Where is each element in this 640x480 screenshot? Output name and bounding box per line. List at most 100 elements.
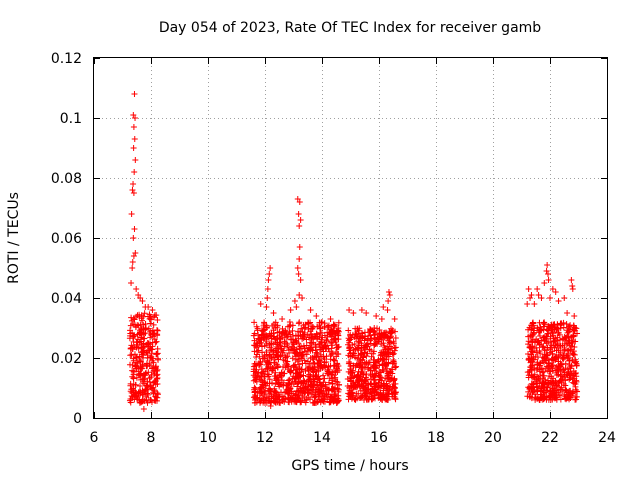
cluster-point	[264, 359, 271, 366]
cluster-point	[386, 378, 393, 385]
cluster-point	[556, 363, 563, 370]
cluster-point	[364, 343, 371, 350]
data-point	[385, 298, 392, 304]
cluster-point	[134, 354, 141, 361]
cluster-point	[252, 395, 259, 402]
data-point	[385, 289, 392, 295]
cluster-point	[252, 389, 259, 396]
cluster-point	[321, 339, 328, 346]
data-point	[386, 292, 393, 298]
cluster-point	[269, 322, 276, 329]
cluster-point	[543, 394, 550, 401]
data-point	[569, 286, 576, 292]
cluster-point	[148, 314, 155, 321]
cluster-point	[314, 350, 321, 357]
cluster-point	[260, 327, 267, 334]
data-point	[307, 307, 314, 313]
data-point	[543, 268, 550, 274]
cluster-point	[361, 344, 368, 351]
cluster-point	[534, 361, 541, 368]
data-point	[130, 145, 137, 151]
cluster-point	[271, 359, 278, 366]
cluster-point	[273, 389, 280, 396]
cluster-point	[334, 399, 341, 406]
cluster-point	[251, 330, 258, 337]
cluster-point	[274, 341, 281, 348]
cluster-point	[540, 368, 547, 375]
data-point	[297, 217, 304, 223]
cluster-point	[137, 383, 144, 390]
cluster-point	[528, 366, 535, 373]
cluster-point	[279, 396, 286, 403]
cluster-point	[266, 351, 273, 358]
data-point	[547, 295, 553, 301]
cluster-point	[328, 385, 335, 392]
cluster-point	[573, 358, 580, 365]
cluster-point	[308, 323, 315, 330]
cluster-point	[251, 348, 258, 355]
cluster-point	[557, 368, 564, 375]
x-tick-label: 24	[598, 430, 616, 446]
data-point	[270, 310, 277, 316]
data-point	[568, 277, 575, 283]
cluster-point	[345, 396, 352, 403]
cluster-point	[353, 390, 360, 397]
cluster-point	[345, 327, 352, 334]
y-tick-label: 0.02	[51, 351, 82, 367]
data-point	[544, 262, 551, 268]
cluster-point	[154, 345, 161, 352]
cluster-point	[296, 387, 303, 394]
cluster-point	[325, 345, 332, 352]
cluster-point	[371, 392, 378, 399]
cluster-point	[284, 323, 291, 330]
cluster-point	[254, 340, 261, 347]
cluster-point	[128, 314, 135, 321]
cluster-point	[544, 351, 551, 358]
y-tick-label: 0.08	[51, 171, 82, 187]
cluster-point	[291, 378, 298, 385]
cluster-point	[154, 326, 161, 333]
data-point	[564, 310, 571, 316]
cluster-point	[251, 319, 258, 326]
cluster-point	[392, 389, 399, 396]
cluster-point	[131, 316, 138, 323]
cluster-point	[533, 344, 540, 351]
cluster-point	[256, 386, 263, 393]
data-point	[267, 403, 274, 409]
data-clusters	[126, 310, 581, 406]
cluster-point	[545, 327, 552, 334]
cluster-point	[530, 384, 537, 391]
cluster-point	[570, 368, 577, 375]
cluster-point	[289, 327, 296, 334]
cluster-point	[325, 363, 332, 370]
cluster-point	[133, 359, 140, 366]
cluster-point	[326, 366, 333, 373]
cluster-point	[533, 336, 540, 343]
cluster-point	[541, 336, 548, 343]
cluster-point	[387, 329, 394, 336]
cluster-point	[132, 362, 139, 369]
cluster-point	[375, 338, 382, 345]
cluster-point	[571, 327, 578, 334]
cluster-point	[294, 366, 301, 373]
cluster-point	[259, 355, 266, 362]
cluster-point	[145, 369, 152, 376]
cluster-point	[308, 335, 315, 342]
x-axis-ticks: 6 8 10 12 14 16 18 20 22 24	[90, 58, 616, 446]
cluster-point	[363, 386, 370, 393]
cluster-point	[142, 370, 149, 377]
data-point	[358, 307, 365, 313]
cluster-point	[392, 334, 399, 341]
cluster-point	[263, 341, 270, 348]
cluster-point	[572, 386, 579, 393]
cluster-point	[551, 385, 558, 392]
data-point	[561, 295, 568, 301]
cluster-point	[543, 340, 550, 347]
cluster-point	[389, 384, 396, 391]
cluster-point	[379, 366, 386, 373]
cluster-point	[314, 323, 321, 330]
cluster-point	[279, 349, 286, 356]
cluster-point	[540, 343, 547, 350]
cluster-point	[257, 390, 264, 397]
cluster-point	[390, 340, 397, 347]
